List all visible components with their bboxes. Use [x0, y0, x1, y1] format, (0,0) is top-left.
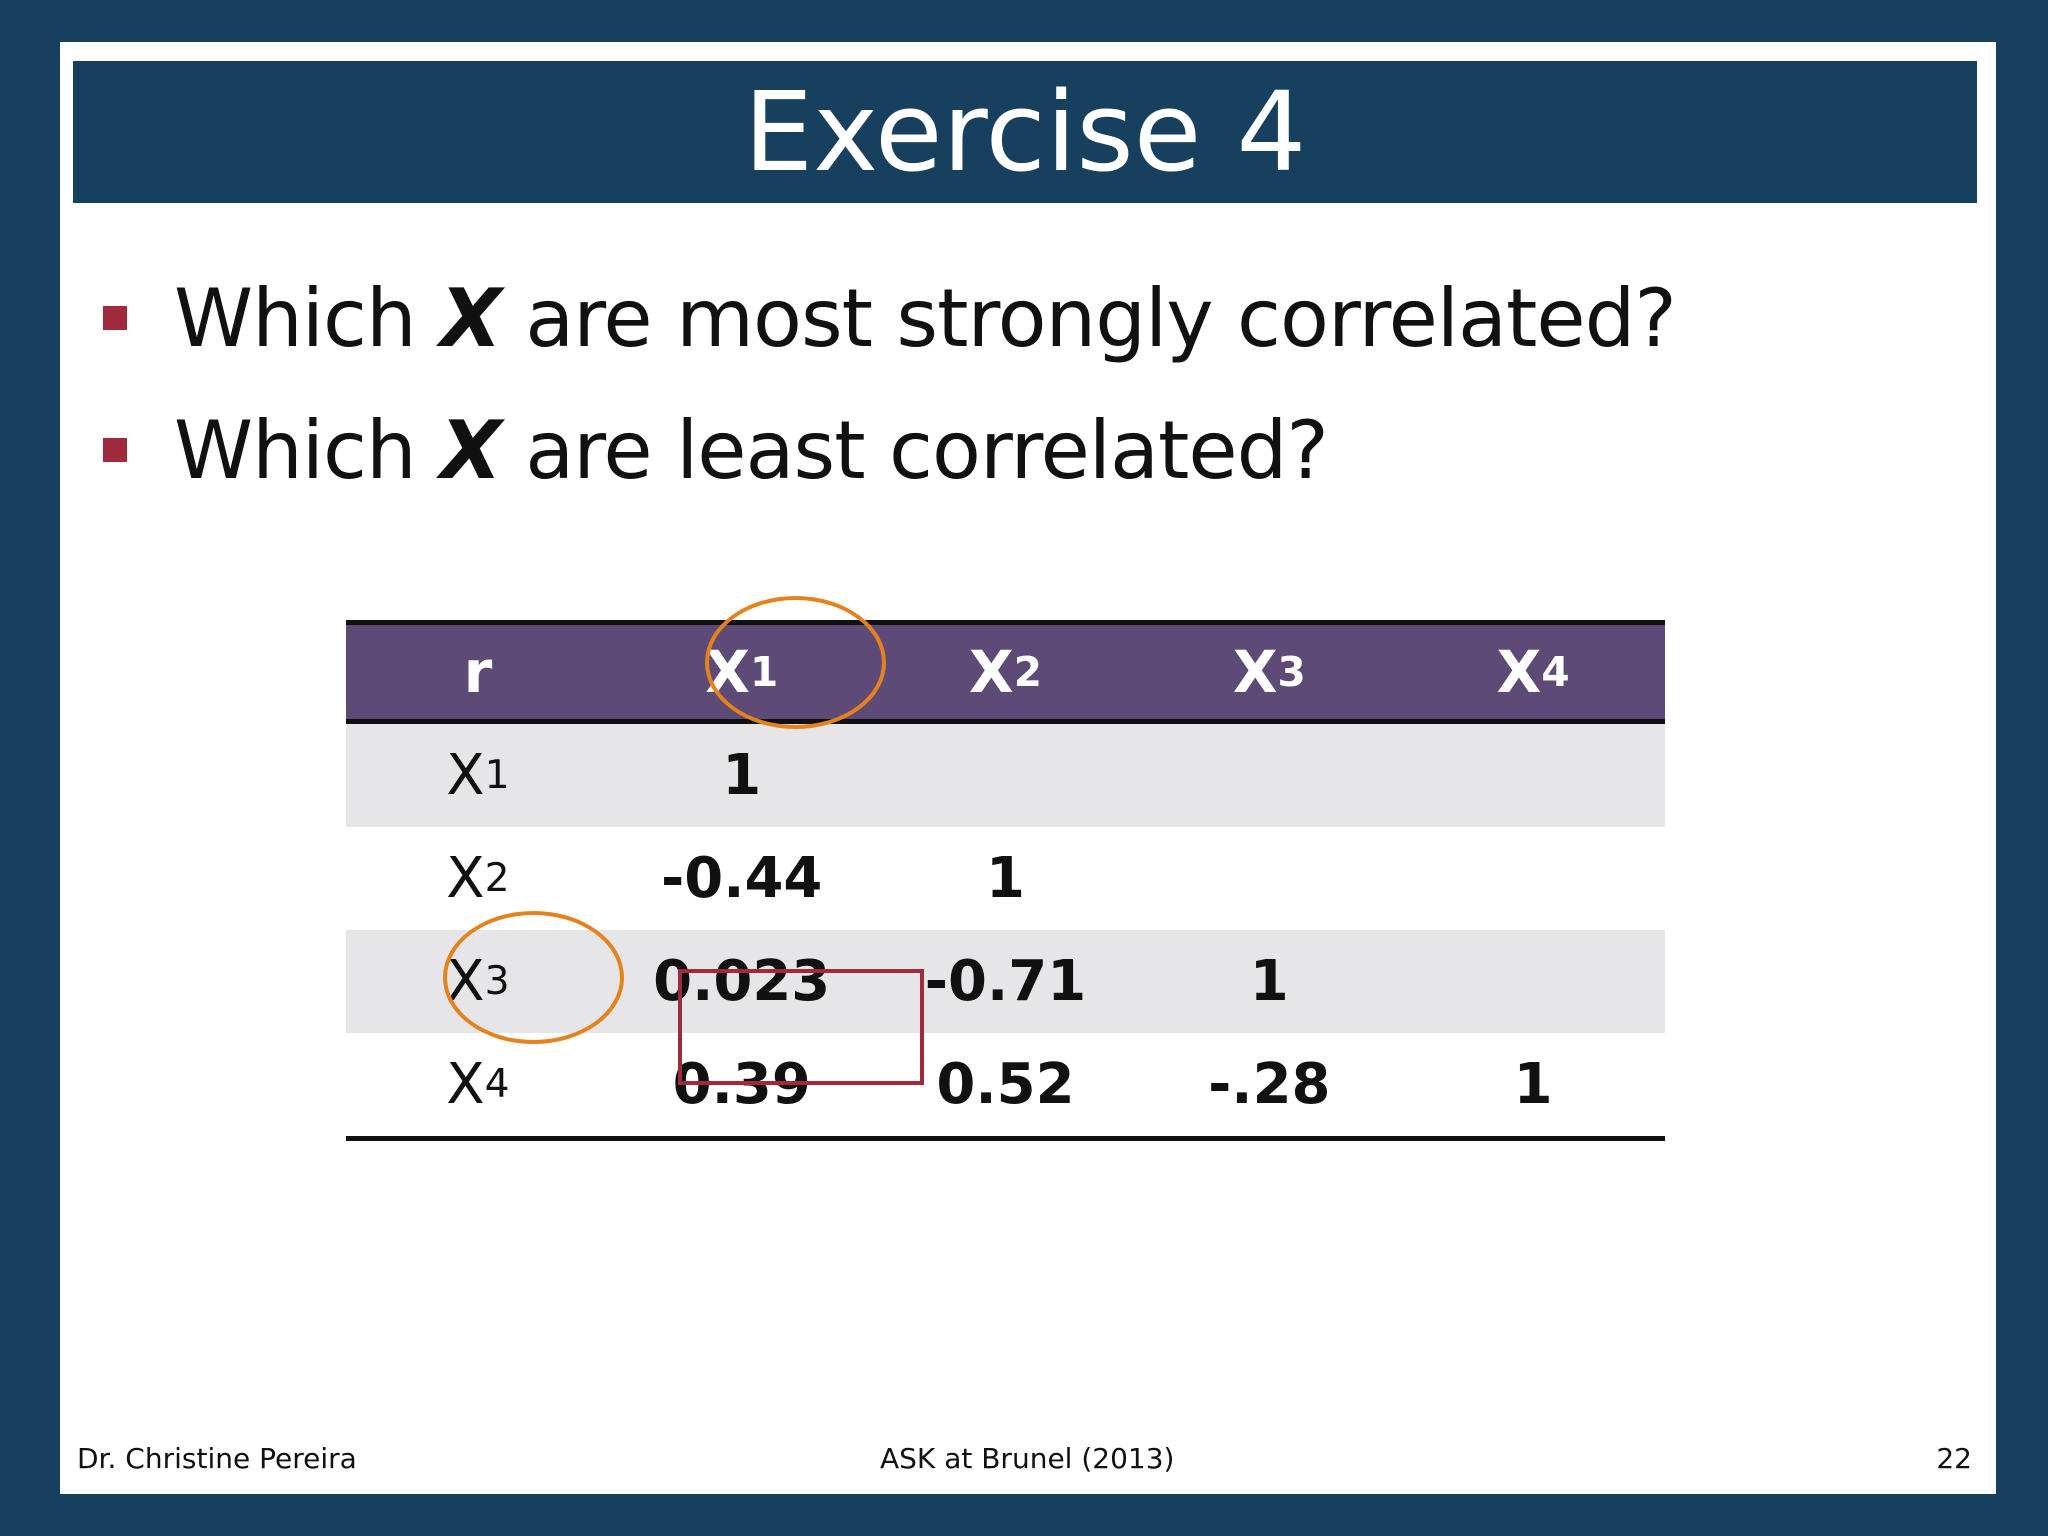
table-cell: 1: [1249, 949, 1289, 1014]
table-cell: 0.023: [653, 949, 831, 1014]
slide: Exercise 4 Which X are most strongly cor…: [60, 42, 1996, 1494]
table-cell: 1: [722, 743, 762, 808]
table-cell: -.28: [1208, 1052, 1331, 1117]
table-cell: [1401, 930, 1665, 1033]
table-cell: [1137, 724, 1401, 827]
footer-author: Dr. Christine Pereira: [77, 1442, 357, 1475]
table-cell: [874, 724, 1138, 827]
row-header-base: X: [446, 949, 485, 1014]
square-bullet-icon: [103, 438, 127, 462]
column-header-base: X: [1232, 638, 1278, 706]
bullet-text-after: are most strongly correlated?: [500, 271, 1677, 365]
bullet-text-after: are least correlated?: [500, 403, 1329, 497]
table-cell: [1401, 827, 1665, 930]
table-cell: 0.39: [672, 1052, 811, 1117]
table-corner-label: r: [463, 638, 493, 706]
table-cell: [1401, 724, 1665, 827]
square-bullet-icon: [103, 306, 127, 330]
table-cell: 0.52: [936, 1052, 1075, 1117]
bullet-text: Which X are least correlated?: [174, 403, 1329, 497]
column-header-base: X: [1496, 638, 1542, 706]
table-cell: -0.71: [924, 949, 1087, 1014]
table-cell: -0.44: [660, 846, 823, 911]
bullet-list: Which X are most strongly correlated? Wh…: [100, 252, 1900, 516]
footer-page-number: 22: [1936, 1442, 1972, 1475]
bullet-text-before: Which: [174, 403, 441, 497]
bullet-item: Which X are most strongly correlated?: [100, 252, 1900, 384]
table-cell: [1137, 827, 1401, 930]
bullet-text: Which X are most strongly correlated?: [174, 271, 1677, 365]
slide-title: Exercise 4: [743, 68, 1307, 196]
column-header-base: X: [969, 638, 1014, 706]
row-header-base: X: [446, 743, 485, 808]
row-header-base: X: [446, 846, 485, 911]
bullet-variable: X: [440, 271, 502, 365]
table-cell: 1: [986, 846, 1025, 911]
footer-event: ASK at Brunel (2013): [880, 1442, 1175, 1475]
bullet-text-before: Which: [174, 271, 441, 365]
row-header-base: X: [446, 1052, 485, 1117]
title-bar: Exercise 4: [73, 61, 1977, 203]
bullet-variable: X: [440, 403, 502, 497]
bullet-item: Which X are least correlated?: [100, 384, 1900, 516]
table-cell: 1: [1513, 1052, 1553, 1117]
column-header-base: X: [705, 638, 750, 706]
